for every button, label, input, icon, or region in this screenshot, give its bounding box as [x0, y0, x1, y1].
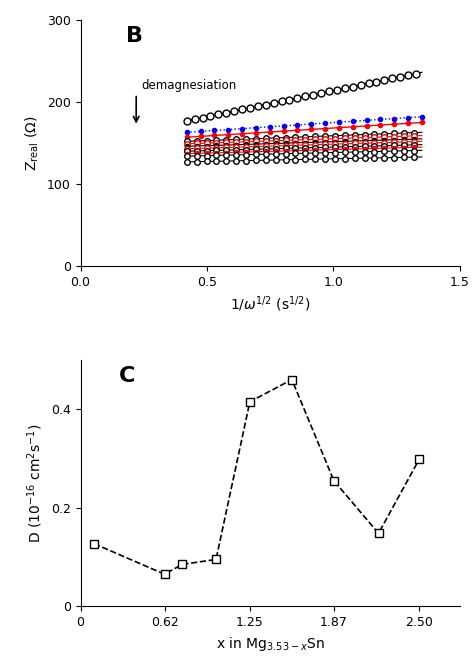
Text: demagnesiation: demagnesiation — [141, 79, 237, 92]
X-axis label: 1/$\omega^{1/2}$ (s$^{1/2}$): 1/$\omega^{1/2}$ (s$^{1/2}$) — [230, 295, 310, 314]
Text: B: B — [126, 26, 143, 46]
X-axis label: x in Mg$_{3.53-x}$Sn: x in Mg$_{3.53-x}$Sn — [216, 635, 325, 652]
Text: C: C — [118, 366, 135, 386]
Y-axis label: D (10$^{-16}$ cm$^2$s$^{-1}$): D (10$^{-16}$ cm$^2$s$^{-1}$) — [26, 423, 46, 543]
Y-axis label: Z$_\mathregular{real}$ ($\Omega$): Z$_\mathregular{real}$ ($\Omega$) — [24, 115, 41, 171]
